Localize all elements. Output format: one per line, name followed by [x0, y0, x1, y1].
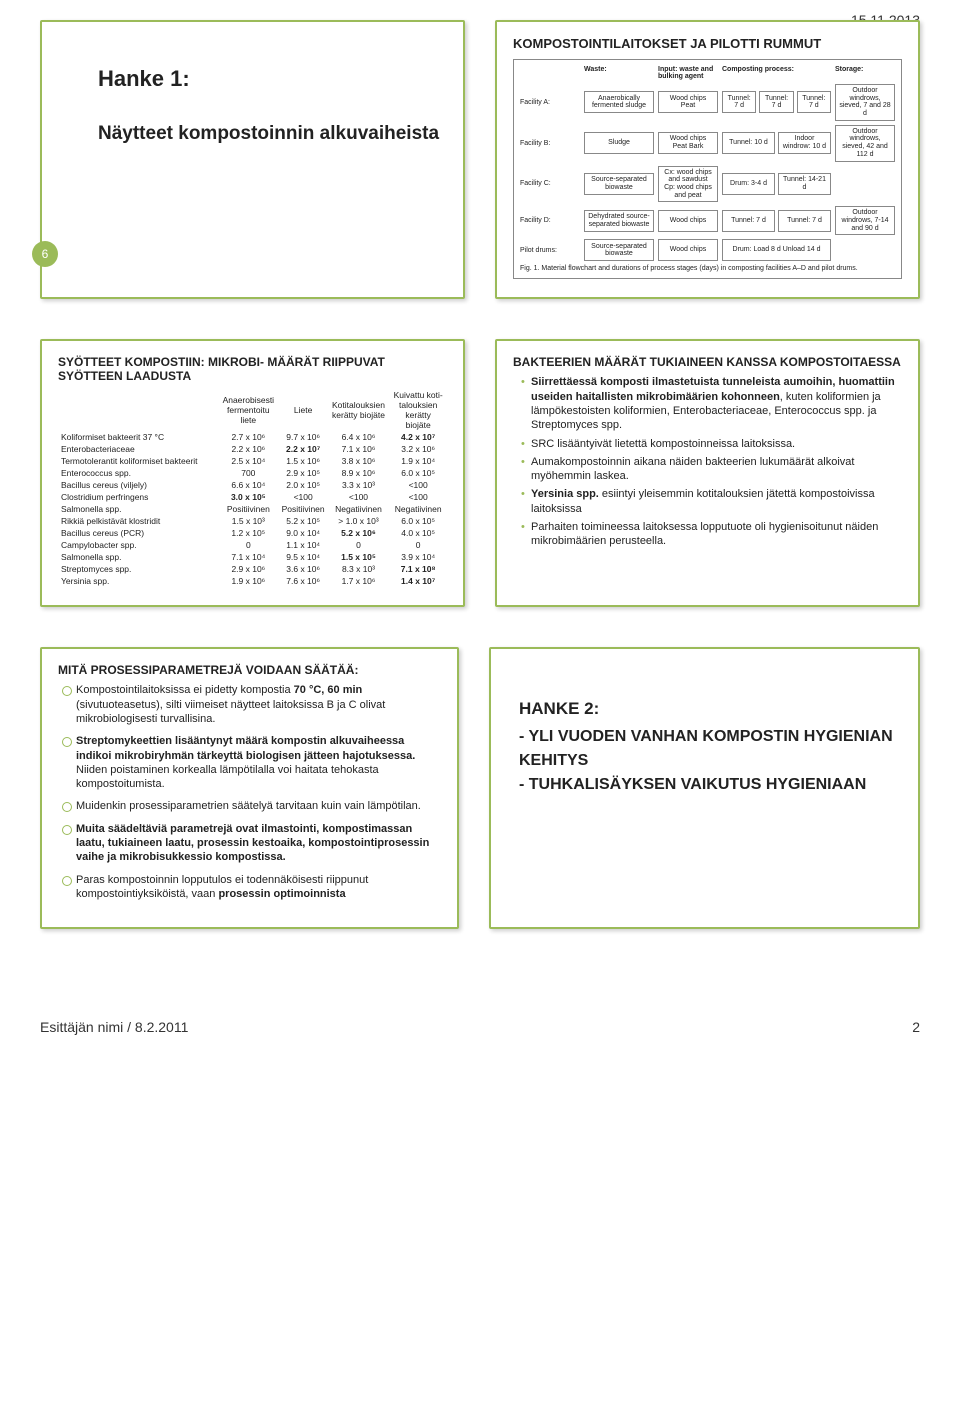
microbe-table: Anaerobisesti fermentoitu lieteLieteKoti…	[58, 389, 447, 587]
footer-right: 2	[912, 1019, 920, 1035]
hanke1-title: Hanke 1:	[98, 66, 447, 92]
facility-diagram: Waste:Input: waste and bulking agentComp…	[513, 59, 902, 279]
row-3: MITÄ PROSESSIPARAMETREJÄ VOIDAAN SÄÄTÄÄ:…	[40, 647, 920, 929]
list-item: Streptomykeettien lisääntynyt määrä komp…	[62, 734, 441, 791]
list-item: Muita säädeltäviä parametrejä ovat ilmas…	[62, 822, 441, 865]
list-item: Muidenkin prosessiparametrien säätelyä t…	[62, 799, 441, 813]
list-item: Aumakompostoinnin aikana näiden bakteeri…	[521, 455, 902, 484]
list-item: Kompostointilaitoksissa ei pidetty kompo…	[62, 683, 441, 726]
bacteria-bullet-list: Siirrettäessä komposti ilmastetuista tun…	[513, 375, 902, 548]
list-item: Parhaiten toimineessa laitoksessa lopput…	[521, 520, 902, 549]
process-title: MITÄ PROSESSIPARAMETREJÄ VOIDAAN SÄÄTÄÄ:	[58, 663, 441, 677]
slide-process-params: MITÄ PROSESSIPARAMETREJÄ VOIDAAN SÄÄTÄÄ:…	[40, 647, 459, 929]
slide-badge: 6	[32, 241, 58, 267]
slide-hanke1: 6 Hanke 1: Näytteet kompostoinnin alkuva…	[40, 20, 465, 299]
list-item: SRC lisääntyivät lietettä kompostoinneis…	[521, 437, 902, 451]
footer-left: Esittäjän nimi / 8.2.2011	[40, 1019, 188, 1035]
hanke1-subtitle: Näytteet kompostoinnin alkuvaiheista	[98, 122, 447, 147]
microbe-table-title: SYÖTTEET KOMPOSTIIN: MIKROBI- MÄÄRÄT RII…	[58, 355, 447, 383]
slide-bacteria-bullets: BAKTEERIEN MÄÄRÄT TUKIAINEEN KANSSA KOMP…	[495, 339, 920, 607]
slide-facilities: KOMPOSTOINTILAITOKSET JA PILOTTI RUMMUT …	[495, 20, 920, 299]
list-item: Paras kompostoinnin lopputulos ei todenn…	[62, 873, 441, 902]
list-item: Siirrettäessä komposti ilmastetuista tun…	[521, 375, 902, 432]
process-bullet-list: Kompostointilaitoksissa ei pidetty kompo…	[58, 683, 441, 901]
hanke2-lines: - YLI VUODEN VANHAN KOMPOSTIN HYGIENIAN …	[519, 725, 902, 797]
row-2: SYÖTTEET KOMPOSTIIN: MIKROBI- MÄÄRÄT RII…	[40, 339, 920, 607]
row-1: 6 Hanke 1: Näytteet kompostoinnin alkuva…	[40, 20, 920, 299]
page-footer: Esittäjän nimi / 8.2.2011 2	[0, 1009, 960, 1055]
slide-microbe-table: SYÖTTEET KOMPOSTIIN: MIKROBI- MÄÄRÄT RII…	[40, 339, 465, 607]
hanke2-title: HANKE 2:	[519, 699, 902, 719]
slide-hanke2: HANKE 2: - YLI VUODEN VANHAN KOMPOSTIN H…	[489, 647, 920, 929]
list-item: Yersinia spp. esiintyi yleisemmin kotita…	[521, 487, 902, 516]
bacteria-title: BAKTEERIEN MÄÄRÄT TUKIAINEEN KANSSA KOMP…	[513, 355, 902, 369]
facilities-title: KOMPOSTOINTILAITOKSET JA PILOTTI RUMMUT	[513, 36, 902, 51]
